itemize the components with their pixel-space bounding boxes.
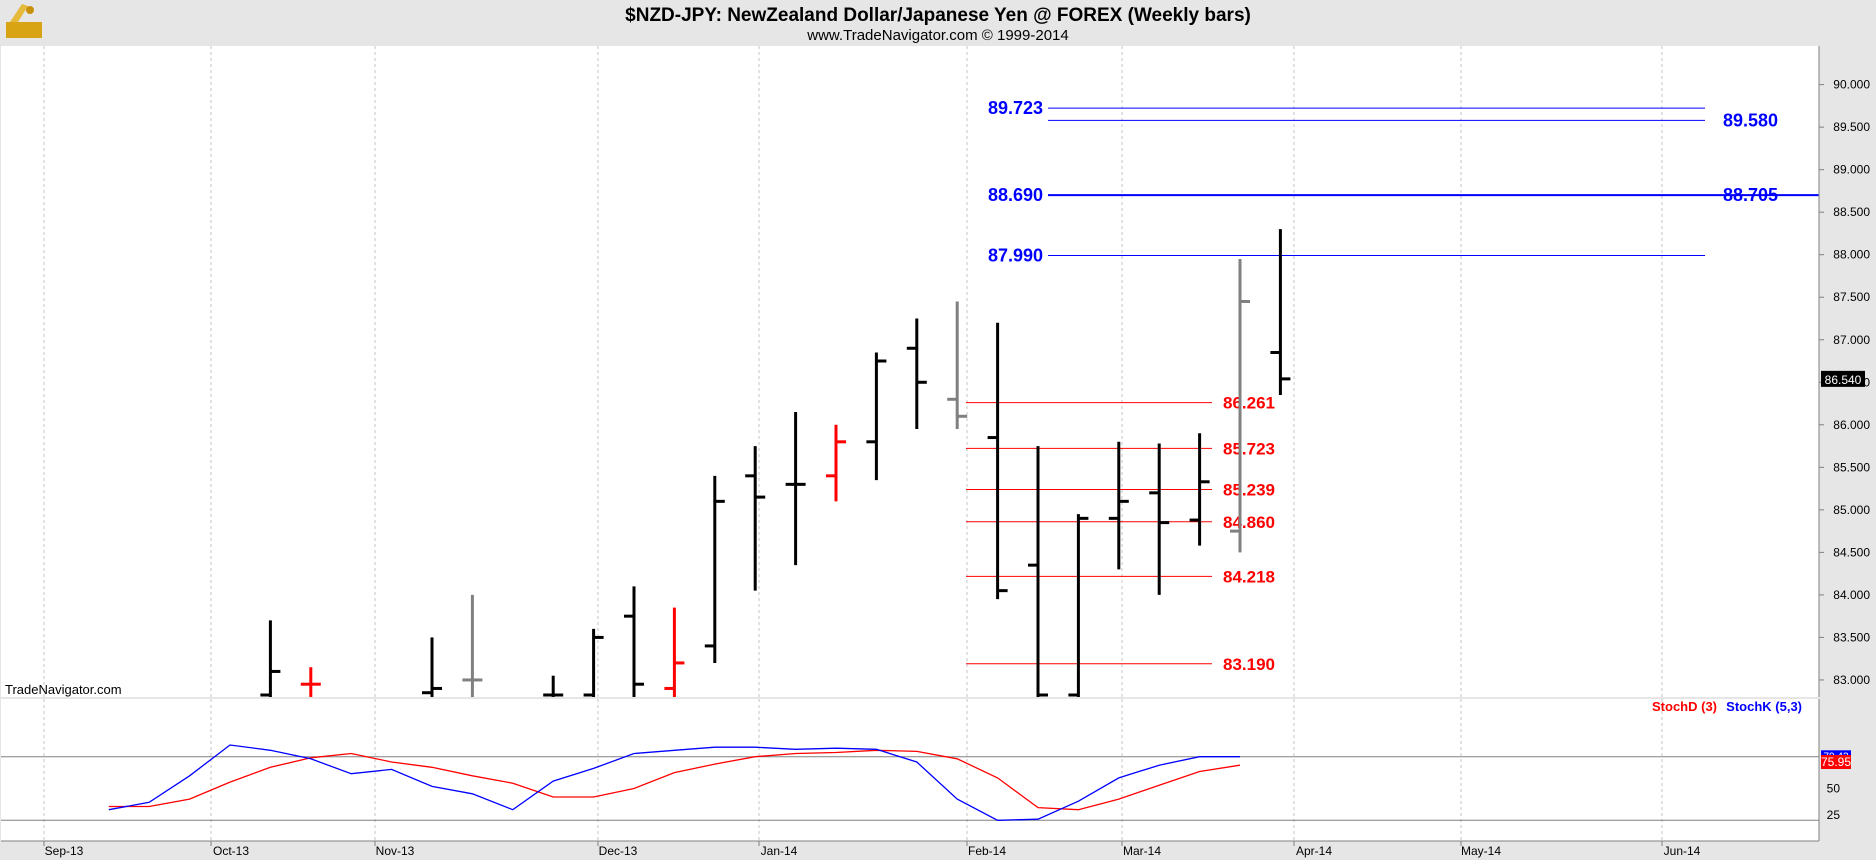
resistance-label-left: 88.690 bbox=[988, 185, 1043, 205]
x-axis: Sep-13 Oct-13 Nov-13 Dec-13 Jan-14 Feb-14 Mar-… bbox=[1, 840, 1819, 858]
price-bar bbox=[906, 318, 927, 430]
price-tick-label: 85.500 bbox=[1833, 460, 1870, 474]
support-label: 83.190 bbox=[1223, 655, 1275, 674]
x-tick-label: Dec-13 bbox=[599, 844, 638, 858]
legend-stochk: StochK (5,3) bbox=[1726, 699, 1802, 714]
price-bar bbox=[1149, 443, 1170, 595]
support-label: 85.723 bbox=[1223, 439, 1275, 458]
resistance-label-left: 89.723 bbox=[988, 98, 1043, 118]
resistance-label-right: 89.580 bbox=[1723, 110, 1778, 130]
price-bar bbox=[583, 628, 604, 697]
x-tick-label: May-14 bbox=[1461, 844, 1501, 858]
x-tick-label: Feb-14 bbox=[968, 844, 1006, 858]
price-bar bbox=[1108, 441, 1129, 570]
chart-title: $NZD-JPY: NewZealand Dollar/Japanese Yen… bbox=[625, 5, 1251, 26]
x-tick-label: Jan-14 bbox=[761, 844, 798, 858]
support-label: 85.239 bbox=[1223, 481, 1275, 500]
price-bar bbox=[664, 607, 685, 697]
resistance-label-right: 88.705 bbox=[1723, 185, 1778, 205]
price-tick-label: 90.000 bbox=[1833, 78, 1870, 92]
support-label: 84.860 bbox=[1223, 513, 1275, 532]
x-tick-label: Nov-13 bbox=[376, 844, 415, 858]
stochd-last-label: 75.95 bbox=[1821, 755, 1851, 769]
legend-stochd: StochD (3) bbox=[1652, 699, 1717, 714]
price-bar bbox=[785, 412, 806, 566]
stochastic-grid bbox=[1, 699, 1819, 841]
price-bar bbox=[543, 675, 564, 697]
price-bar bbox=[987, 322, 1008, 600]
price-tick-label: 84.500 bbox=[1833, 545, 1870, 559]
price-bar bbox=[947, 301, 968, 430]
price-bar bbox=[704, 475, 725, 663]
price-bar bbox=[422, 637, 442, 697]
level-lines: 89.723 89.580 88.690 88.705 87.990 86.261 85.7… bbox=[966, 98, 1819, 674]
price-tick-label: 89.500 bbox=[1833, 120, 1870, 134]
price-tick-label: 83.500 bbox=[1833, 630, 1870, 644]
x-tick-label: Apr-14 bbox=[1296, 844, 1332, 858]
x-tick-label: Jun-14 bbox=[1664, 844, 1701, 858]
price-bar bbox=[1189, 433, 1210, 546]
stochastic-lines bbox=[108, 744, 1241, 821]
price-tick-label: 88.500 bbox=[1833, 205, 1870, 219]
stochd-last-tag bbox=[1821, 754, 1851, 769]
stochastic-tick-label: 25 bbox=[1827, 808, 1841, 822]
resistance-label-left: 87.990 bbox=[988, 246, 1043, 266]
x-tick-label: Sep-13 bbox=[45, 844, 84, 858]
last-price-tag bbox=[1821, 370, 1865, 387]
x-tick-label: Oct-13 bbox=[213, 844, 249, 858]
price-axis: 83.000 83.500 84.000 84.500 85.000 85.500 86.0… bbox=[1818, 46, 1870, 697]
price-bar bbox=[1028, 446, 1048, 697]
price-bars bbox=[260, 229, 1291, 697]
price-bar bbox=[462, 594, 483, 697]
support-label: 84.218 bbox=[1223, 567, 1275, 586]
price-bar bbox=[1270, 229, 1291, 396]
stochastic-axis: 255079.4375.95 bbox=[1818, 699, 1851, 841]
price-tick-label: 88.000 bbox=[1833, 248, 1870, 262]
price-panel bbox=[1, 46, 1819, 697]
watermark-text: TradeNavigator.com bbox=[5, 682, 122, 697]
price-bar bbox=[826, 424, 846, 502]
support-label: 86.261 bbox=[1223, 394, 1275, 413]
price-bar bbox=[624, 586, 644, 697]
price-tick-label: 83.000 bbox=[1833, 673, 1870, 687]
price-bar bbox=[1230, 258, 1250, 553]
stochd-line bbox=[108, 749, 1241, 811]
price-bar bbox=[300, 667, 321, 697]
price-bar bbox=[1068, 514, 1089, 697]
price-tick-label: 85.000 bbox=[1833, 503, 1870, 517]
price-tick-label: 86.000 bbox=[1833, 418, 1870, 432]
stochastic-tick-label: 50 bbox=[1827, 782, 1841, 796]
chart-subtitle: www.TradeNavigator.com © 1999-2014 bbox=[806, 27, 1068, 44]
logo-icon bbox=[6, 4, 42, 38]
price-bar bbox=[866, 352, 887, 481]
price-grid bbox=[43, 46, 1663, 697]
price-tick-label: 89.000 bbox=[1833, 163, 1870, 177]
price-tick-label: 87.000 bbox=[1833, 333, 1870, 347]
stochastic-panel bbox=[1, 699, 1819, 841]
price-bar bbox=[260, 620, 281, 697]
x-tick-label: Mar-14 bbox=[1123, 844, 1161, 858]
price-bar bbox=[745, 446, 766, 591]
price-tick-label: 87.500 bbox=[1833, 290, 1870, 304]
last-price-label: 86.540 bbox=[1825, 373, 1862, 387]
price-tick-label: 84.000 bbox=[1833, 588, 1870, 602]
stochk-line bbox=[108, 744, 1240, 821]
